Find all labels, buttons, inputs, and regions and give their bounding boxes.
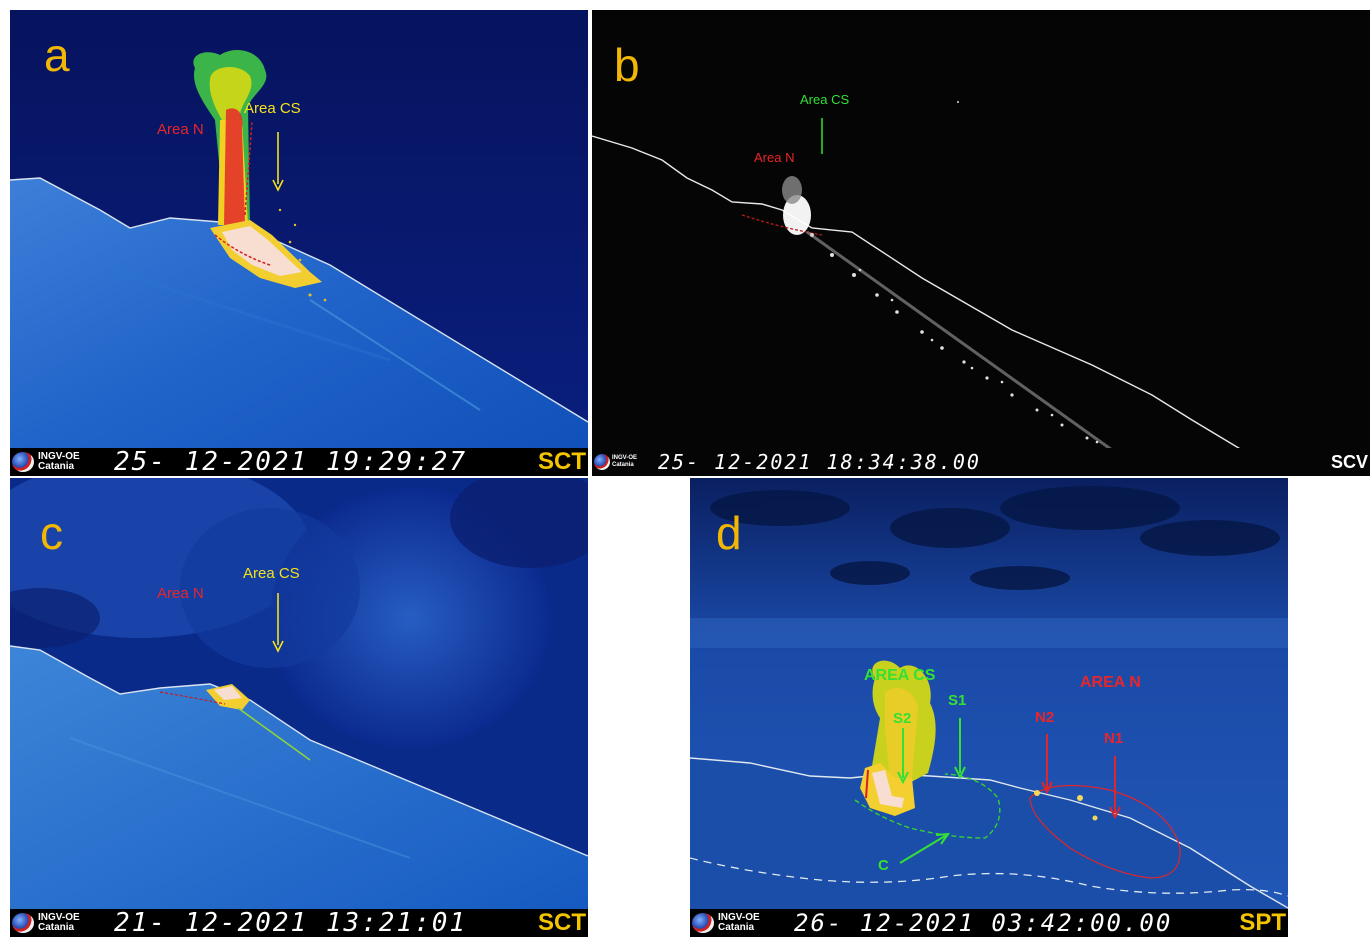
panel-letter: b (614, 39, 640, 91)
panel-a: a Area N Area CS INGV-OE Catania 25- 12-… (10, 10, 588, 476)
area-cs-arrow (272, 593, 284, 653)
thermal-image-c (10, 478, 588, 937)
timestamp-bar: INGV-OE Catania 25- 12-2021 18:34:38.00 … (592, 448, 1370, 476)
n1-label: N1 (1104, 730, 1124, 747)
n2-label: N2 (1035, 709, 1055, 726)
org-city: Catania (718, 922, 755, 933)
org-name: INGV-OE (612, 455, 638, 461)
area-n-label: Area N (157, 121, 204, 138)
visible-image-b (592, 10, 1370, 476)
org-city: Catania (612, 462, 634, 468)
camera-code: SCT (538, 909, 586, 936)
thermal-image-a (10, 10, 588, 476)
panel-c: c Area N Area CS INGV-OE Catania 21- 12-… (10, 478, 588, 937)
camera-code: SCV (1330, 452, 1368, 472)
ingv-logo (692, 913, 714, 933)
timestamp: 25- 12-2021 19:29:27 (114, 447, 468, 476)
ingv-logo (12, 452, 34, 472)
timestamp-bar: INGV-OE Catania 21- 12-2021 13:21:01 SCT (10, 909, 588, 937)
area-cs-label: AREA CS (864, 667, 936, 684)
panel-letter: c (40, 507, 63, 559)
panel-letter: d (716, 507, 742, 559)
camera-code: SPT (1239, 909, 1286, 936)
area-cs-label: Area CS (800, 92, 850, 107)
area-n-label: AREA N (1080, 674, 1141, 691)
area-cs-label: Area CS (244, 100, 301, 117)
camera-code: SCT (538, 448, 586, 475)
area-n-label: Area N (157, 585, 204, 602)
org-name: INGV-OE (718, 912, 760, 923)
timestamp: 25- 12-2021 18:34:38.00 (658, 450, 981, 474)
timestamp-bar: INGV-OE Catania 25- 12-2021 19:29:27 SCT (10, 448, 588, 476)
ingv-logo (12, 913, 34, 933)
panel-letter: a (44, 29, 70, 81)
org-name: INGV-OE (38, 451, 80, 462)
org-city: Catania (38, 461, 75, 472)
s1-label: S1 (948, 692, 967, 709)
thermal-image-d (690, 478, 1288, 937)
area-cs-arrow (272, 132, 284, 192)
area-cs-arrow (821, 118, 823, 154)
ingv-logo (594, 454, 610, 470)
timestamp-bar: INGV-OE Catania 26- 12-2021 03:42:00.00 … (690, 909, 1288, 937)
panel-d: d AREA CS AREA N S2 S1 N2 N1 C INGV-OE C… (690, 478, 1288, 937)
overlay-arrows (897, 718, 1121, 864)
timestamp: 26- 12-2021 03:42:00.00 (794, 909, 1173, 937)
panel-b: b Area CS Area N INGV-OE Catania 25- 12-… (592, 10, 1370, 476)
area-n-label: Area N (754, 150, 795, 165)
s2-label: S2 (893, 710, 912, 727)
timestamp: 21- 12-2021 13:21:01 (114, 908, 468, 937)
c-label: C (878, 857, 889, 874)
org-name: INGV-OE (38, 912, 80, 923)
area-cs-label: Area CS (243, 565, 300, 582)
org-city: Catania (38, 922, 75, 933)
